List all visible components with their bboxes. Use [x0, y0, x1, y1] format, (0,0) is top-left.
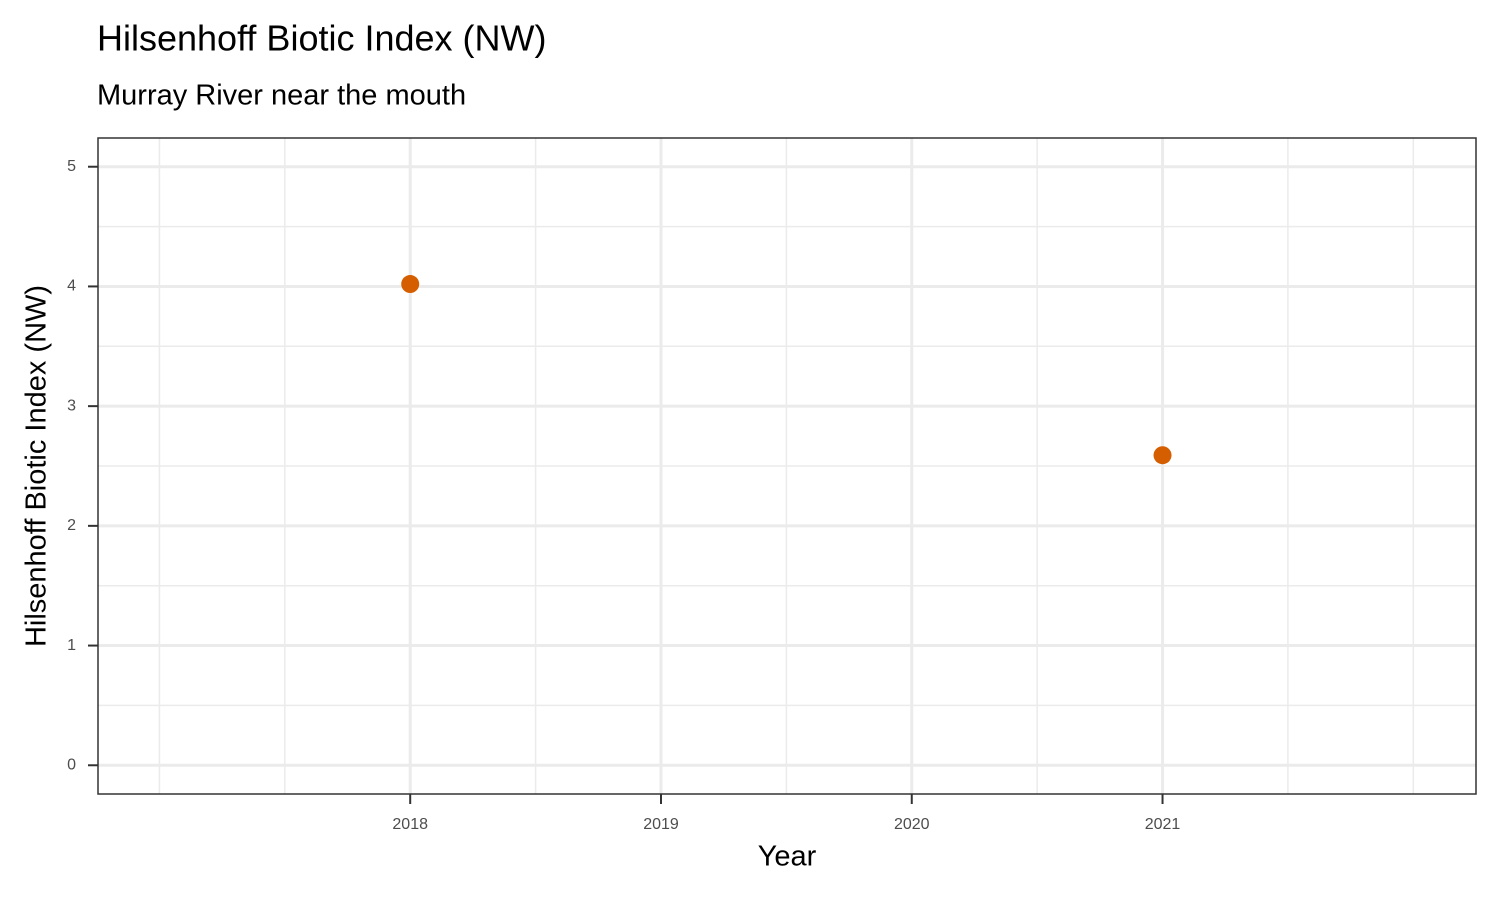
y-tick-label: 1: [67, 637, 76, 654]
y-tick-label: 5: [67, 158, 76, 175]
plot-border: [97, 137, 1477, 795]
x-tick-label: 2019: [643, 816, 679, 833]
y-tick-label: 4: [67, 278, 76, 295]
point: [1153, 446, 1172, 465]
x-tick-label: 2018: [392, 816, 428, 833]
y-axis-label: Hilsenhoff Biotic Index (NW): [21, 285, 53, 647]
chart-subtitle: Murray River near the mouth: [97, 80, 466, 112]
y-tick-label: 2: [67, 517, 76, 534]
y-tick-label: 3: [67, 397, 76, 414]
x-axis-label: Year: [758, 841, 817, 873]
chart-title: Hilsenhoff Biotic Index (NW): [97, 18, 547, 59]
y-tick-label: 0: [67, 756, 76, 773]
x-tick-label: 2020: [894, 816, 930, 833]
x-tick-label: 2021: [1145, 816, 1181, 833]
point: [401, 275, 420, 294]
